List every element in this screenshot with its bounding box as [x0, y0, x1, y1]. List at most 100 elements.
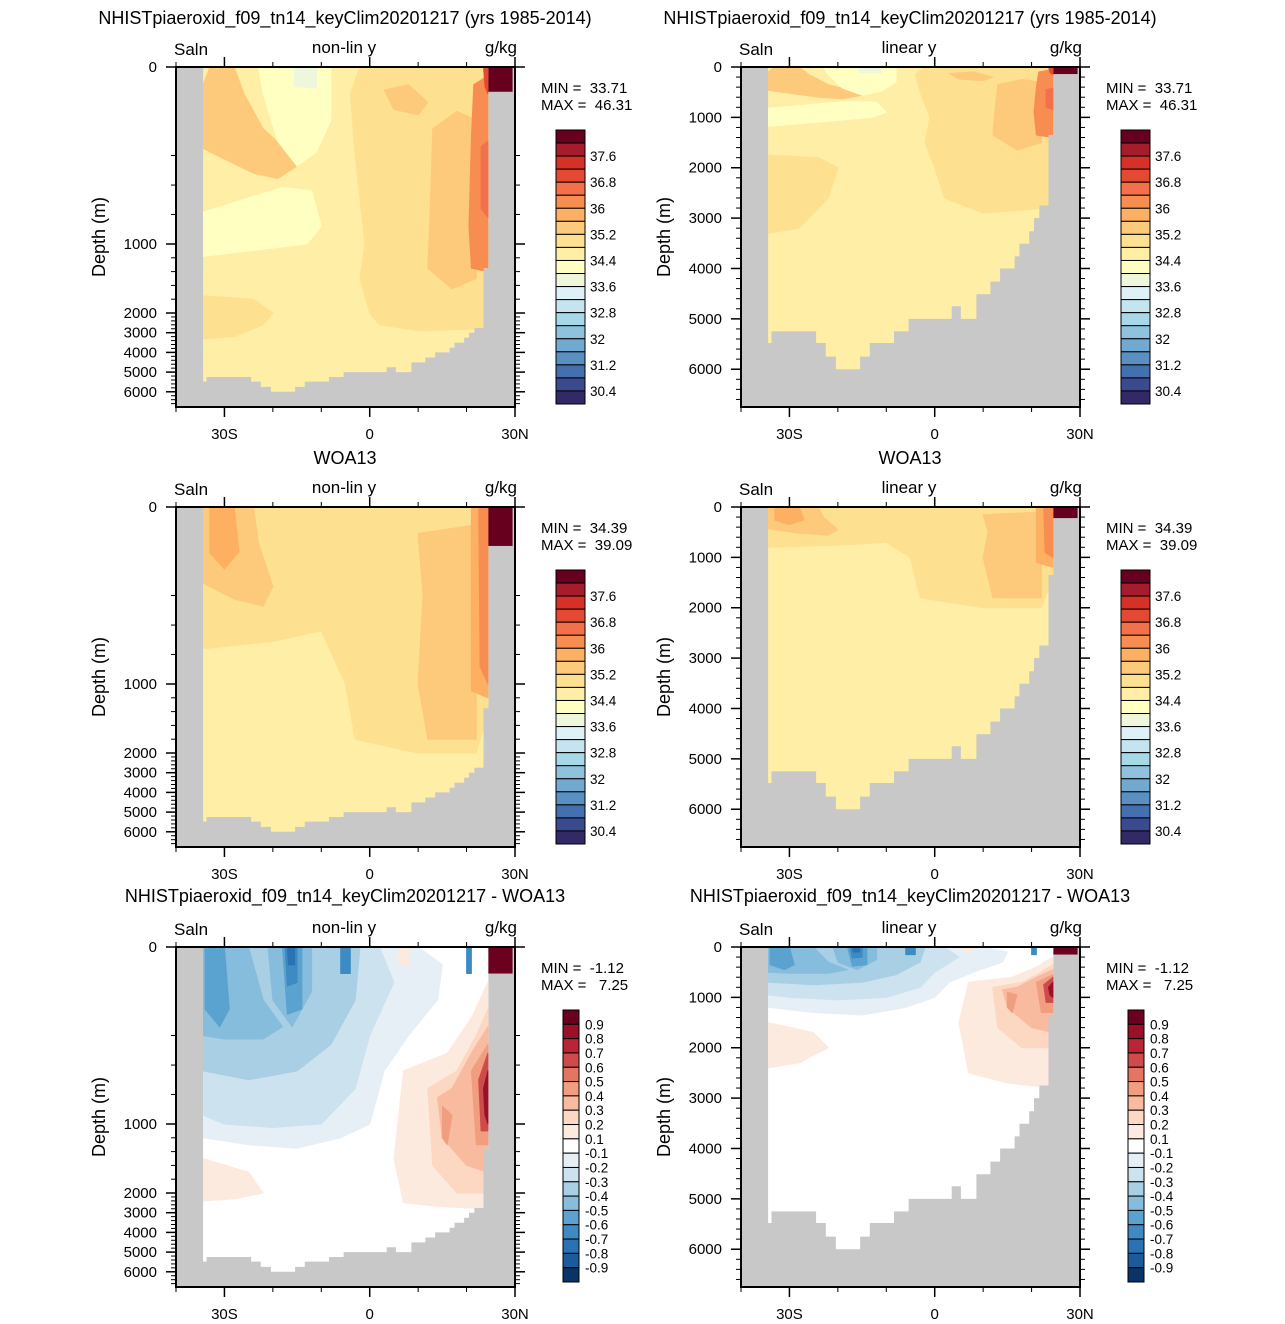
- y-scale-label: non-lin y: [312, 38, 377, 57]
- y-scale-label: linear y: [882, 918, 937, 937]
- plot-frame: [740, 66, 1081, 408]
- y-tick-label: 0: [714, 59, 722, 76]
- x-tick-label: 30S: [211, 866, 238, 883]
- colorbar-label: 0.2: [1150, 1118, 1169, 1133]
- y-tick-label: 3000: [124, 1205, 157, 1222]
- y-tick-label: 4000: [124, 344, 157, 361]
- colorbar-swatch: [1127, 1038, 1145, 1054]
- contour-region: [1043, 507, 1054, 558]
- y-tick-label: 1000: [689, 549, 722, 566]
- colorbar-label: -0.7: [585, 1232, 608, 1247]
- x-tick-label: 0: [931, 866, 939, 883]
- colorbar-label: 33.6: [1155, 720, 1181, 735]
- colorbar-swatch: [1127, 1224, 1145, 1240]
- colorbar-swatch: [1120, 673, 1151, 688]
- colorbar-swatch: [1120, 686, 1151, 701]
- colorbar-swatch: [555, 246, 586, 261]
- colorbar-swatch: [1120, 181, 1151, 196]
- colorbar-swatch: [555, 338, 586, 353]
- contour-region: [1045, 87, 1054, 111]
- colorbar: 0.90.80.70.60.50.40.30.20.1-0.1-0.2-0.3-…: [562, 1009, 609, 1283]
- colorbar-swatch: [555, 286, 586, 301]
- y-tick-label: 0: [149, 499, 157, 516]
- y-tick-label: 6000: [124, 824, 157, 841]
- colorbar: 37.6 36.8 36 35.2 34.4 33.6 32.8 32 31.2 30.4: [1120, 569, 1182, 845]
- variable-label: Saln: [174, 40, 208, 59]
- colorbar-swatch: [1127, 1181, 1145, 1197]
- contour-region: [905, 947, 916, 956]
- y-tick-label: 3000: [689, 210, 722, 227]
- y-tick-label: 1000: [124, 1116, 157, 1133]
- contour-region: [483, 67, 489, 94]
- colorbar-swatch: [1120, 699, 1151, 715]
- colorbar-swatch: [1127, 1166, 1145, 1183]
- colorbar-swatch: [1127, 1109, 1145, 1126]
- colorbar-swatch: [1120, 273, 1151, 288]
- colorbar-label: -0.5: [1150, 1203, 1173, 1218]
- colorbar-label: 0.6: [585, 1060, 604, 1075]
- y-tick-label: 0: [149, 939, 157, 956]
- contour-region: [209, 507, 240, 570]
- x-tick-label: 30S: [776, 1306, 803, 1323]
- colorbar-swatch: [1127, 1138, 1145, 1154]
- x-tick-label: 30S: [776, 426, 803, 443]
- y-tick-label: 6000: [689, 801, 722, 818]
- colorbar-swatch: [562, 1124, 580, 1140]
- colorbar-label: 37.6: [1155, 149, 1181, 164]
- y-axis-label: Depth (m): [654, 197, 674, 277]
- units-label: g/kg: [1050, 918, 1082, 937]
- colorbar-label: 0.3: [585, 1103, 604, 1118]
- colorbar-swatch: [555, 817, 586, 832]
- min-value: MIN = 33.71: [1106, 80, 1192, 97]
- plot-frame: [175, 946, 516, 1288]
- colorbar-swatch: [1120, 660, 1151, 675]
- colorbar-swatch: [555, 233, 586, 248]
- colorbar-swatch: [1120, 621, 1151, 636]
- contour-region: [774, 507, 805, 526]
- y-tick-label: 0: [714, 939, 722, 956]
- contour-region: [488, 947, 513, 974]
- contour-region: [466, 947, 472, 974]
- y-tick-label: 6000: [124, 384, 157, 401]
- units-label: g/kg: [485, 918, 517, 937]
- colorbar: 37.6 36.8 36 35.2 34.4 33.6 32.8 32 31.2 30.4: [555, 569, 617, 845]
- colorbar-label: -0.4: [585, 1189, 609, 1204]
- colorbar-swatch: [555, 608, 586, 623]
- contour-region: [1006, 991, 1018, 1013]
- colorbar-swatch: [562, 1166, 580, 1183]
- colorbar-swatch: [562, 1267, 580, 1283]
- colorbar-swatch: [562, 1081, 580, 1097]
- plot-frame: [175, 506, 516, 848]
- colorbar-swatch: [555, 804, 586, 819]
- contour-region: [480, 140, 489, 218]
- y-tick-label: 6000: [689, 361, 722, 378]
- colorbar-swatch: [1120, 299, 1151, 314]
- y-tick-label: 4000: [689, 700, 722, 717]
- colorbar-swatch: [555, 181, 586, 196]
- panel-title: NHISTpiaeroxid_f09_tn14_keyClim20201217 …: [690, 886, 1130, 907]
- contour-region: [963, 947, 974, 953]
- colorbar-swatch: [555, 142, 586, 157]
- contour-region: [488, 507, 513, 546]
- colorbar-swatch: [1127, 1009, 1145, 1025]
- colorbar-label: 0.8: [1150, 1032, 1169, 1047]
- colorbar-swatch: [555, 739, 586, 754]
- y-axis-label: Depth (m): [89, 637, 109, 717]
- colorbar-label: 37.6: [590, 589, 616, 604]
- contour-region: [768, 1022, 829, 1069]
- colorbar-swatch: [1127, 1124, 1145, 1140]
- colorbar-swatch: [555, 364, 586, 379]
- colorbar-swatch: [562, 1195, 580, 1211]
- y-tick-label: 2000: [689, 600, 722, 617]
- contour-region: [340, 947, 351, 974]
- colorbar-swatch: [562, 1023, 580, 1040]
- colorbar-swatch: [1120, 129, 1151, 144]
- contour-region: [768, 154, 839, 234]
- y-tick-label: 1000: [124, 236, 157, 253]
- y-axis-label: Depth (m): [89, 1077, 109, 1157]
- x-tick-label: 0: [931, 426, 939, 443]
- colorbar-label: 32: [1155, 772, 1170, 787]
- x-tick-label: 30N: [1066, 426, 1094, 443]
- colorbar-label: -0.6: [585, 1218, 608, 1233]
- colorbar-swatch: [1127, 1238, 1145, 1254]
